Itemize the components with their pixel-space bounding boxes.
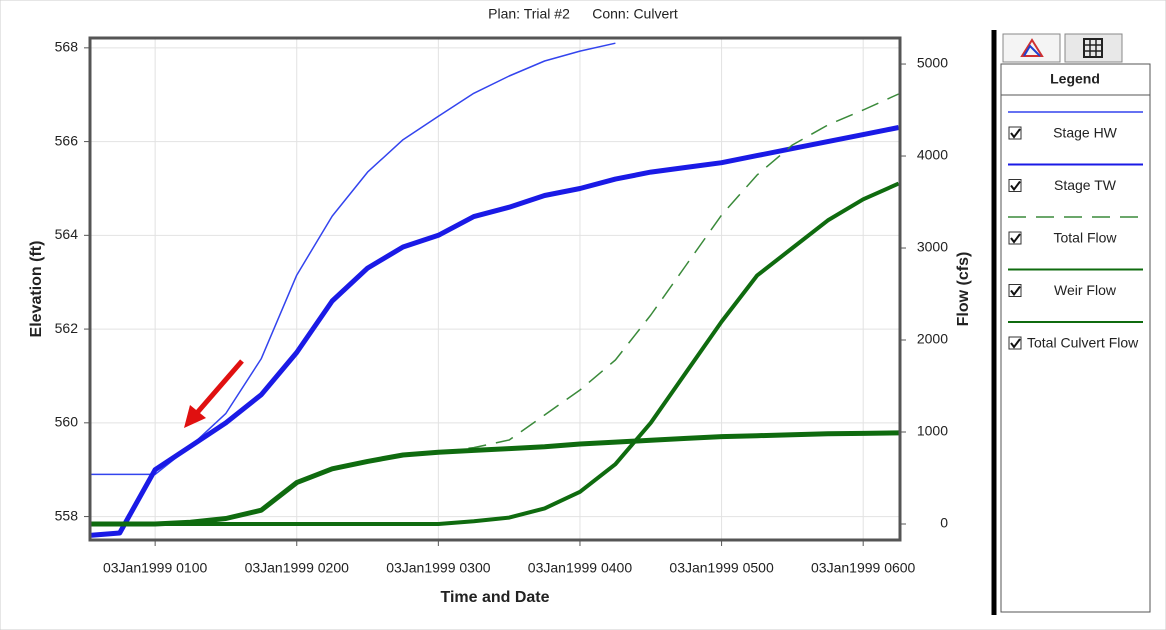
table-tab-icon xyxy=(1083,38,1103,58)
x-tick-label: 03Jan1999 0200 xyxy=(245,560,350,576)
graph-tab-icon xyxy=(1023,44,1041,57)
x-tick-label: 03Jan1999 0500 xyxy=(669,560,774,576)
y-axis-title: Elevation (ft) xyxy=(28,241,45,338)
y2-tick-label: 3000 xyxy=(917,239,948,255)
legend-box xyxy=(1000,63,1151,613)
legend-checkbox[interactable] xyxy=(1008,126,1022,140)
legend-check xyxy=(1010,128,1021,139)
legend-checkbox[interactable] xyxy=(1008,284,1022,297)
legend-label: Stage HW xyxy=(1053,125,1118,141)
legend-title: Legend xyxy=(1050,71,1100,87)
y-tick-label: 564 xyxy=(55,226,79,242)
y2-tick-label: 2000 xyxy=(917,331,948,347)
series-line xyxy=(91,430,899,527)
legend-label: Total Culvert Flow xyxy=(1027,335,1139,351)
legend-label: Stage TW xyxy=(1054,177,1117,193)
series-layer xyxy=(91,42,900,538)
y2-tick-label: 5000 xyxy=(917,55,948,71)
graph-tab-icon xyxy=(1020,38,1044,57)
plan-title: Plan: Trial #2 xyxy=(488,6,570,22)
x-tick-label: 03Jan1999 0100 xyxy=(103,560,208,576)
arrow-head xyxy=(184,405,206,428)
legend-checkbox[interactable] xyxy=(1008,179,1022,192)
y-tick-label: 566 xyxy=(55,132,79,148)
x-axis-title: Time and Date xyxy=(440,589,549,606)
legend-check xyxy=(1010,285,1021,297)
y-tick-label: 558 xyxy=(55,507,79,523)
x-tick-label: 03Jan1999 0400 xyxy=(528,560,633,576)
plot-frame xyxy=(88,36,902,542)
y2-tick-label: 4000 xyxy=(917,147,948,163)
legend-checkbox[interactable] xyxy=(1008,336,1022,350)
plot-area: 03Jan1999 0100 03Jan1999 0200 03Jan1999 03… xyxy=(55,38,948,576)
legend-check xyxy=(1010,180,1021,192)
y2-tick-label: 1000 xyxy=(917,423,948,439)
arrow-shaft xyxy=(194,359,244,416)
series-line xyxy=(91,125,900,538)
conn-title: Conn: Culvert xyxy=(592,6,678,22)
y-tick-label: 562 xyxy=(55,320,79,336)
x-tick-label: 03Jan1999 0300 xyxy=(386,560,491,576)
series-line xyxy=(91,181,900,526)
table-tab-icon xyxy=(1084,39,1102,57)
legend-check xyxy=(1010,233,1021,244)
legend: Stage HW Stage TW Total Flow Weir Flow Total… xyxy=(1008,111,1143,351)
y2-axis-title: Flow (cfs) xyxy=(955,252,972,327)
y2-tick-label: 0 xyxy=(940,515,948,531)
legend-check xyxy=(1010,338,1021,349)
x-tick-label: 03Jan1999 0600 xyxy=(811,560,916,576)
legend-checkbox[interactable] xyxy=(1008,231,1022,245)
legend-label: Weir Flow xyxy=(1054,282,1117,298)
legend-label: Total Flow xyxy=(1053,230,1117,246)
y-tick-label: 560 xyxy=(55,414,79,430)
y-tick-label: 568 xyxy=(55,39,79,55)
